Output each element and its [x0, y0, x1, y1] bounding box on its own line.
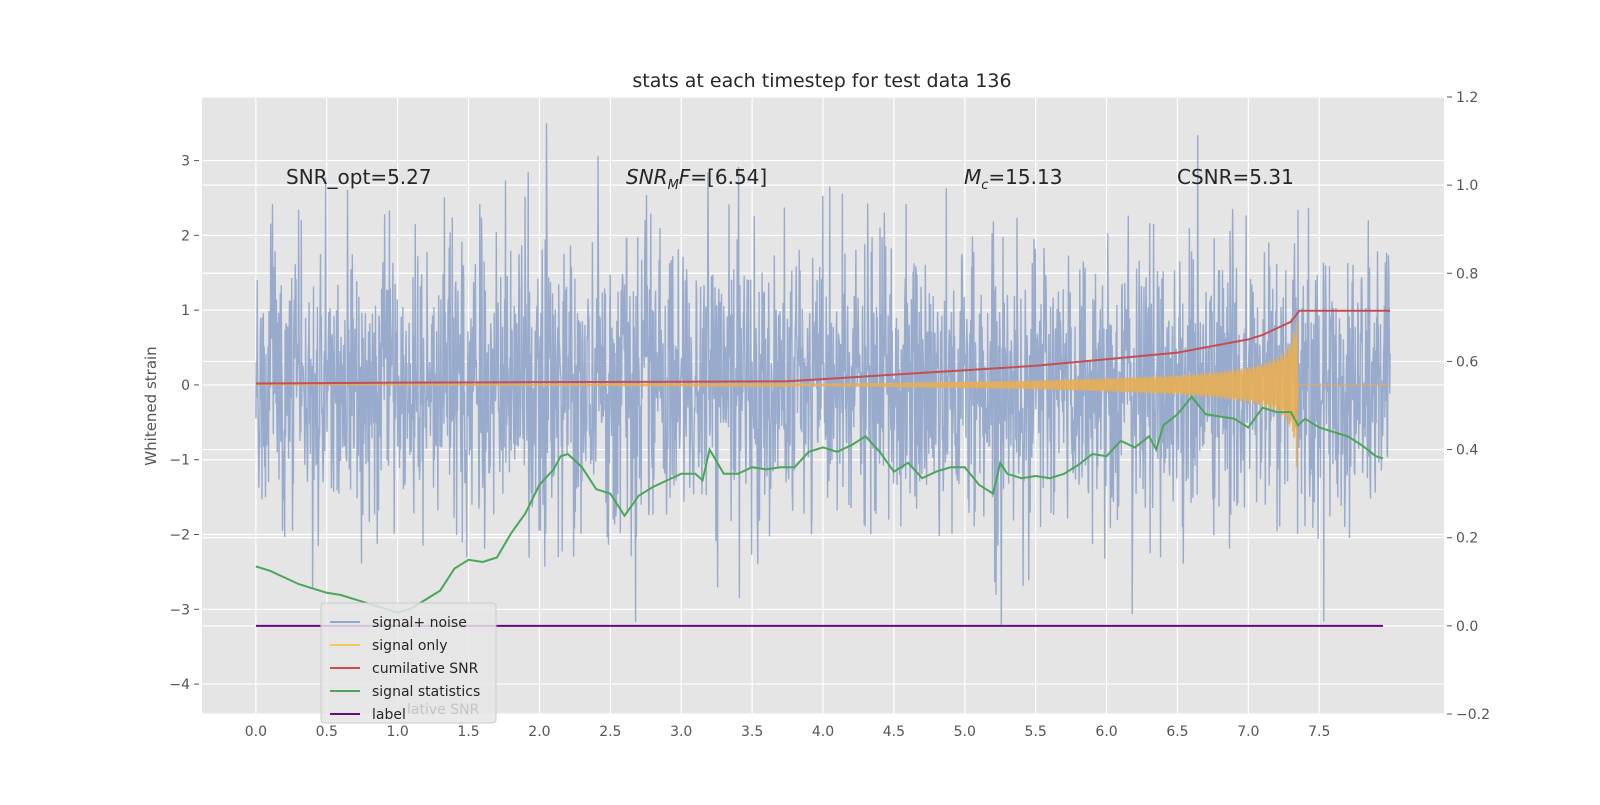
legend-label: cumilative SNR: [372, 661, 479, 677]
snr-mf-label: SNR: [626, 165, 668, 189]
y-tick-label: −2: [169, 528, 190, 544]
x-tick-label: 6.5: [1166, 724, 1188, 740]
x-tick-label: 5.0: [954, 724, 976, 740]
y-tick-label: −1: [169, 453, 190, 469]
x-tick-label: 7.0: [1237, 724, 1259, 740]
legend-box: [320, 602, 497, 724]
signal-statistics-line: [255, 395, 1384, 614]
cumilative-snr-line: [255, 309, 1391, 385]
mc-label: M: [964, 165, 981, 189]
annotation-snr-mf: SNRMF=[6.54]: [626, 165, 767, 193]
y2-tick-label: 1.0: [1456, 178, 1478, 194]
legend-label: signal only: [372, 638, 447, 654]
y2-tick-label: 0.6: [1456, 354, 1478, 370]
legend: lative SNR signal+ noise signal only cumil…: [320, 602, 497, 724]
legend-ghost-text: lative SNR: [407, 702, 480, 718]
y-tick-label: 1: [181, 303, 190, 319]
legend-label: signal statistics: [372, 684, 480, 700]
legend-label: label: [372, 707, 406, 723]
y-tick-label: 3: [181, 154, 190, 170]
axis-ticks: 0.0 0.5 1.0 1.5 2.0 2.5 3.0 3.5 4.0 4.5 5.0 5.5 6.0 6…: [169, 90, 1490, 740]
snr-mf-sub: M: [668, 178, 679, 193]
y-tick-label: −3: [169, 602, 190, 618]
signal-noise-series: [255, 123, 1391, 625]
annotation-mc: Mc=15.13: [964, 165, 1062, 193]
chart-title: stats at each timestep for test data 136: [632, 70, 1011, 92]
signal-only-series: [255, 321, 1391, 468]
y-tick-label: 2: [181, 228, 190, 244]
y-tick-label: 0: [181, 378, 190, 394]
x-tick-label: 7.5: [1308, 724, 1330, 740]
x-tick-label: 1.0: [387, 724, 409, 740]
signal-noise-line: [255, 123, 1391, 625]
x-tick-label: 4.0: [812, 724, 834, 740]
x-tick-label: 6.0: [1095, 724, 1117, 740]
snr-mf-f: F: [679, 165, 691, 189]
y-axis-label: Whitened strain: [142, 346, 160, 465]
y2-tick-label: −0.2: [1456, 707, 1490, 723]
snr-mf-value: =[6.54]: [690, 165, 767, 189]
x-tick-label: 2.5: [599, 724, 621, 740]
x-tick-label: 3.0: [670, 724, 692, 740]
annotation-csnr: CSNR=5.31: [1177, 165, 1294, 189]
x-tick-label: 0.0: [245, 724, 267, 740]
y2-tick-label: 0.8: [1456, 266, 1478, 282]
x-tick-label: 5.5: [1025, 724, 1047, 740]
x-tick-label: 4.5: [883, 724, 905, 740]
x-tick-label: 0.5: [316, 724, 338, 740]
mc-value: =15.13: [988, 165, 1062, 189]
signal-only-line: [255, 331, 1391, 442]
legend-label: signal+ noise: [372, 615, 467, 631]
y2-tick-label: 0.2: [1456, 531, 1478, 547]
legend-items: signal+ noise signal only cumilative SNR si…: [330, 615, 480, 723]
y-tick-label: −4: [169, 677, 190, 693]
x-tick-label: 3.5: [741, 724, 763, 740]
y2-tick-label: 0.0: [1456, 619, 1478, 635]
x-tick-label: 1.5: [457, 724, 479, 740]
x-tick-label: 2.0: [528, 724, 550, 740]
annotation-snr-opt: SNR_opt=5.27: [286, 165, 432, 189]
y2-tick-label: 1.2: [1456, 90, 1478, 106]
mc-sub: c: [981, 178, 988, 193]
y2-tick-label: 0.4: [1456, 443, 1478, 459]
